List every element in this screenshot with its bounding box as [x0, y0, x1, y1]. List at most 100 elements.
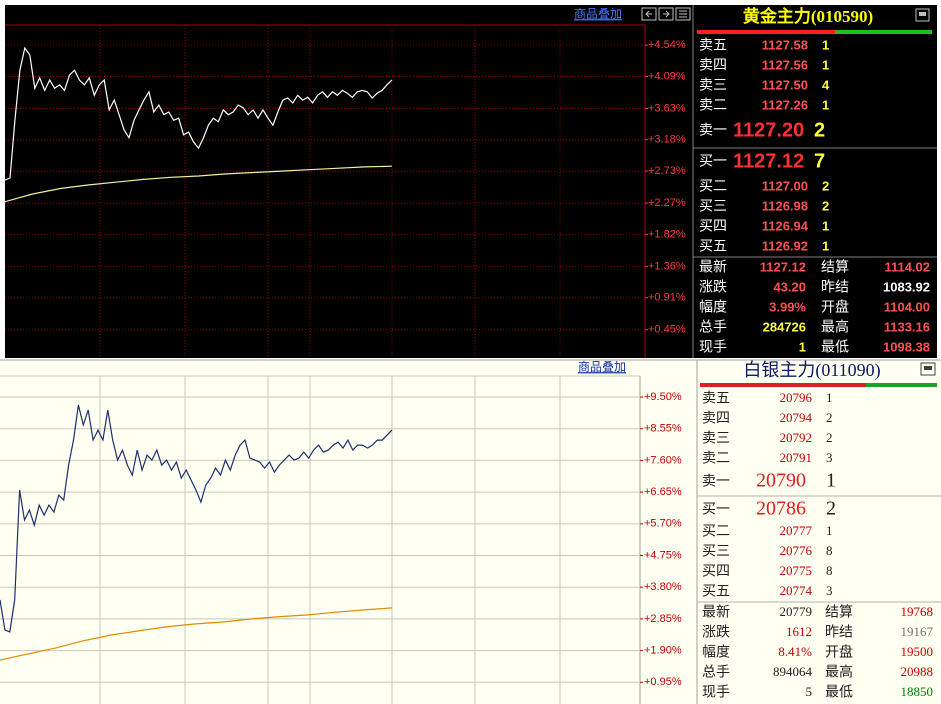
stat-label: 最低 — [821, 339, 849, 355]
chart-plot — [0, 376, 640, 704]
detail-icon-glyph — [924, 366, 932, 370]
stat-value: 1612 — [786, 624, 812, 639]
level-volume: 7 — [814, 150, 825, 172]
chart-plot — [5, 25, 645, 358]
y-tick-label: +0.45% — [648, 324, 686, 336]
level-label: 卖五 — [702, 390, 730, 406]
quote-title: 黄金主力(010590) — [743, 6, 873, 26]
price-line — [5, 46, 393, 181]
stat-value: 8.41% — [778, 644, 812, 659]
level-price: 1126.94 — [762, 218, 809, 233]
y-tick-label: +4.09% — [648, 70, 686, 82]
level-label: 买三 — [702, 543, 730, 559]
stat-value: 3.99% — [769, 299, 806, 314]
level-price: 20794 — [780, 410, 813, 425]
y-tick-label: +0.91% — [648, 292, 686, 304]
level-label: 买一 — [699, 153, 727, 169]
level-volume: 1 — [822, 97, 829, 112]
level-label: 卖四 — [699, 57, 727, 73]
level-label: 卖一 — [699, 122, 727, 138]
level-label: 卖一 — [702, 473, 730, 489]
level-price: 1127.20 — [733, 119, 804, 141]
y-tick-label: +2.73% — [648, 165, 686, 177]
bottom-panel — [0, 360, 941, 704]
y-tick-label: +3.63% — [648, 102, 686, 114]
y-tick-label: +1.82% — [648, 228, 686, 240]
y-tick-label: +3.18% — [648, 134, 686, 146]
y-tick-label: +3.80% — [644, 581, 682, 593]
stat-value: 19167 — [901, 624, 934, 639]
level-price: 20790 — [756, 470, 806, 492]
icon[interactable] — [658, 7, 674, 21]
level-label: 买五 — [702, 583, 730, 599]
average-line — [0, 607, 393, 661]
level-label: 卖五 — [699, 37, 727, 53]
stat-value: 1 — [799, 339, 806, 354]
stat-label: 总手 — [699, 319, 727, 335]
price-line — [0, 404, 393, 633]
overlay-button[interactable]: 商品叠加 — [574, 6, 622, 21]
stat-value: 20779 — [780, 604, 813, 619]
stat-label: 幅度 — [702, 644, 730, 660]
title-bar-red — [700, 383, 866, 387]
top-panel — [5, 5, 937, 358]
icon-glyph — [645, 10, 687, 18]
stat-value: 19500 — [901, 644, 934, 659]
stat-value: 18850 — [901, 684, 934, 699]
y-tick-label: +5.70% — [644, 518, 682, 530]
y-tick-label: +8.55% — [644, 423, 682, 435]
level-price: 20796 — [780, 390, 813, 405]
level-volume: 8 — [826, 543, 833, 558]
level-volume: 2 — [826, 410, 833, 425]
icon[interactable] — [641, 7, 657, 21]
level-volume: 1 — [822, 57, 829, 72]
level-label: 卖四 — [702, 410, 730, 426]
stat-value: 894064 — [773, 664, 813, 679]
level-label: 卖二 — [699, 97, 727, 113]
stat-value: 5 — [806, 684, 813, 699]
detail-icon[interactable] — [915, 8, 930, 22]
level-volume: 2 — [822, 178, 829, 193]
level-label: 买二 — [699, 178, 727, 194]
stat-value: 1083.92 — [883, 279, 930, 294]
level-price: 1126.92 — [762, 238, 808, 253]
y-tick-label: +1.36% — [648, 260, 686, 272]
level-volume: 2 — [826, 430, 833, 445]
y-tick-label: +6.65% — [644, 486, 682, 498]
stat-label: 最新 — [702, 604, 730, 620]
stat-label: 昨结 — [821, 279, 849, 295]
icon[interactable] — [675, 7, 691, 21]
stat-value: 43.20 — [773, 279, 806, 294]
stat-label: 现手 — [699, 339, 727, 355]
stat-value: 284726 — [763, 319, 806, 334]
average-line — [5, 165, 393, 203]
stat-value: 1114.02 — [884, 259, 930, 274]
level-volume: 2 — [826, 498, 836, 520]
level-price: 20791 — [780, 450, 813, 465]
level-volume: 8 — [826, 563, 833, 578]
level-label: 卖三 — [702, 430, 730, 446]
window-icons[interactable] — [641, 7, 691, 21]
stat-value: 19768 — [901, 604, 934, 619]
stat-label: 最新 — [699, 259, 727, 275]
stat-value: 1127.12 — [760, 259, 806, 274]
level-volume: 1 — [822, 218, 829, 233]
y-tick-label: +9.50% — [644, 391, 682, 403]
level-volume: 1 — [822, 37, 829, 52]
stat-label: 涨跌 — [702, 624, 730, 640]
level-price: 1127.58 — [762, 37, 808, 52]
level-label: 买五 — [699, 238, 727, 254]
overlay-button[interactable]: 商品叠加 — [578, 359, 626, 374]
level-label: 买二 — [702, 523, 730, 539]
stat-value: 20988 — [901, 664, 934, 679]
quote-title: 白银主力(011090) — [743, 360, 880, 381]
stat-value: 1098.38 — [883, 339, 930, 354]
detail-icon[interactable] — [920, 362, 936, 376]
level-price: 20786 — [756, 498, 806, 520]
title-bar-red — [697, 30, 835, 34]
stat-label: 开盘 — [821, 299, 849, 315]
detail-icon-glyph — [919, 12, 926, 16]
stat-label: 涨跌 — [699, 279, 727, 295]
stat-value: 1133.16 — [884, 319, 930, 334]
